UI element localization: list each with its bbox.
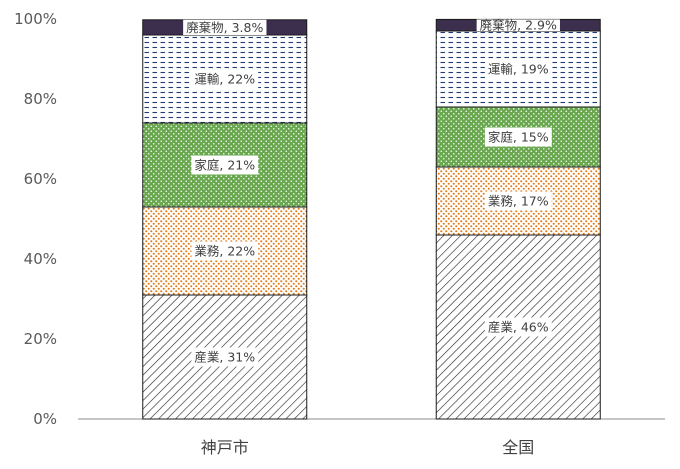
data-label-background bbox=[484, 59, 552, 79]
data-label-background bbox=[484, 191, 552, 211]
segment-data-label: 産業, 46% bbox=[488, 320, 549, 335]
y-tick-label: 80% bbox=[24, 90, 57, 108]
y-tick-label: 100% bbox=[14, 10, 57, 28]
data-label-background bbox=[191, 241, 259, 261]
data-label-background bbox=[476, 19, 560, 31]
segment-data-label: 運輸, 19% bbox=[488, 62, 549, 77]
data-label-background bbox=[191, 69, 259, 89]
y-tick-label: 60% bbox=[24, 170, 57, 188]
x-category-label: 全国 bbox=[502, 438, 534, 457]
segment-data-label: 運輸, 22% bbox=[194, 72, 255, 87]
y-tick-label: 40% bbox=[24, 250, 57, 268]
data-label-background bbox=[484, 127, 552, 147]
segment-data-label: 廃棄物, 3.8% bbox=[186, 20, 263, 35]
y-tick-label: 20% bbox=[24, 330, 57, 348]
data-label-background bbox=[183, 19, 267, 35]
data-label-background bbox=[191, 347, 259, 367]
y-tick-label: 0% bbox=[33, 410, 57, 428]
segment-data-label: 産業, 31% bbox=[194, 350, 255, 365]
segment-data-label: 業務, 17% bbox=[488, 194, 549, 209]
data-label-background bbox=[191, 155, 259, 175]
segment-data-label: 業務, 22% bbox=[194, 244, 255, 259]
x-category-label: 神戸市 bbox=[201, 438, 249, 457]
segment-data-label: 家庭, 15% bbox=[488, 130, 549, 145]
segment-data-label: 家庭, 21% bbox=[194, 158, 255, 173]
segment-data-label: 廃棄物, 2.9% bbox=[480, 18, 557, 33]
data-label-background bbox=[484, 317, 552, 337]
